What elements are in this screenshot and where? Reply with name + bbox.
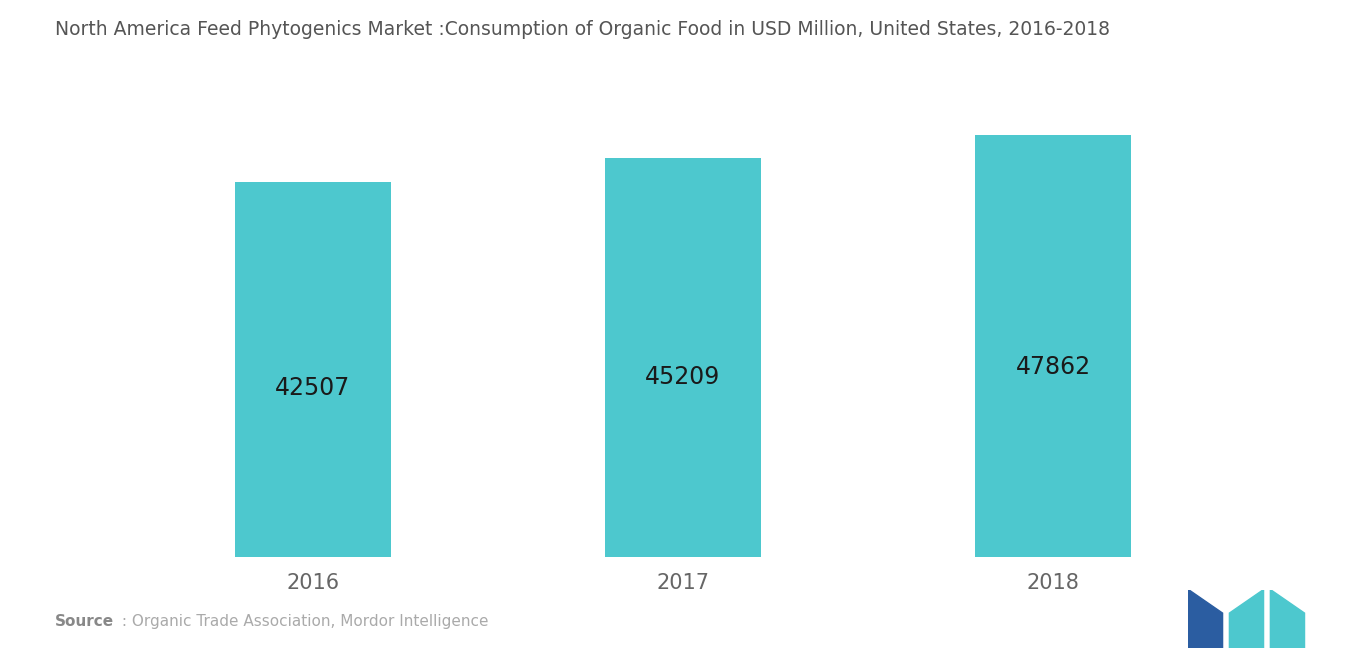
Polygon shape	[1188, 590, 1223, 648]
Bar	[975, 135, 1131, 557]
Bar	[605, 158, 761, 557]
Polygon shape	[1229, 590, 1264, 648]
Polygon shape	[1270, 590, 1305, 648]
Text: North America Feed Phytogenics Market :Consumption of Organic Food in USD Millio: North America Feed Phytogenics Market :C…	[55, 20, 1109, 39]
Text: : Organic Trade Association, Mordor Intelligence: : Organic Trade Association, Mordor Inte…	[117, 614, 489, 629]
Text: Source: Source	[55, 614, 113, 629]
Text: 47862: 47862	[1015, 355, 1090, 379]
Text: 42507: 42507	[275, 376, 351, 400]
Text: 45209: 45209	[645, 365, 721, 389]
Bar	[235, 182, 391, 557]
